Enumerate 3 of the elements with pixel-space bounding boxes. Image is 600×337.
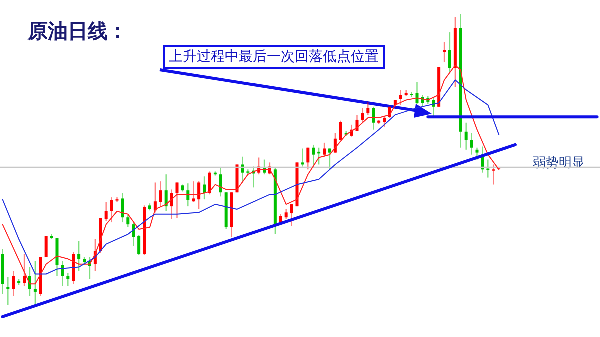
chart-title: 原油日线： xyxy=(28,18,128,45)
annotation: 上升过程中最后一次回落低点位置 xyxy=(163,45,385,69)
candlestick xyxy=(44,236,48,258)
